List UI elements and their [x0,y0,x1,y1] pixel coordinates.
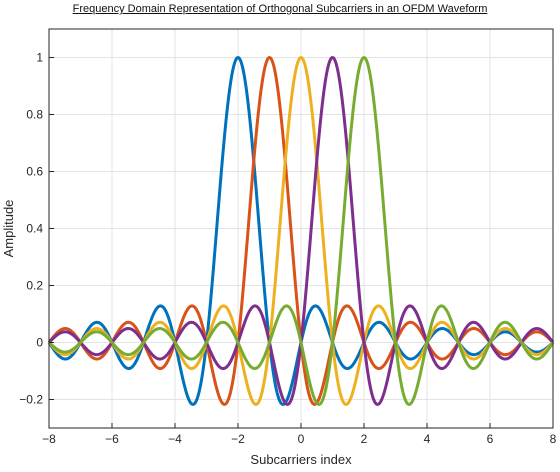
y-tick-label: −0.2 [19,393,43,407]
x-tick-label: −4 [168,432,182,446]
y-tick-label: 0.8 [26,108,43,122]
y-tick-label: 0.6 [26,165,43,179]
y-tick-label: 0.2 [26,279,43,293]
x-tick-label: 0 [298,432,305,446]
x-tick-label: 2 [361,432,368,446]
series-line-4 [47,56,555,406]
chart-title: Frequency Domain Representation of Ortho… [72,3,488,15]
x-tick-label: −2 [231,432,245,446]
x-tick-label: 4 [424,432,431,446]
y-tick-label: 1 [36,51,43,65]
y-axis-label: Amplitude [1,200,16,258]
series-line-2 [47,56,555,406]
y-tick-label: 0.4 [26,222,43,236]
x-tick-label: 8 [550,432,557,446]
x-tick-label: 6 [487,432,494,446]
y-tick-label: 0 [36,336,43,350]
x-tick-label: −8 [42,432,56,446]
x-tick-label: −6 [105,432,119,446]
x-axis-label: Subcarriers index [250,452,352,467]
